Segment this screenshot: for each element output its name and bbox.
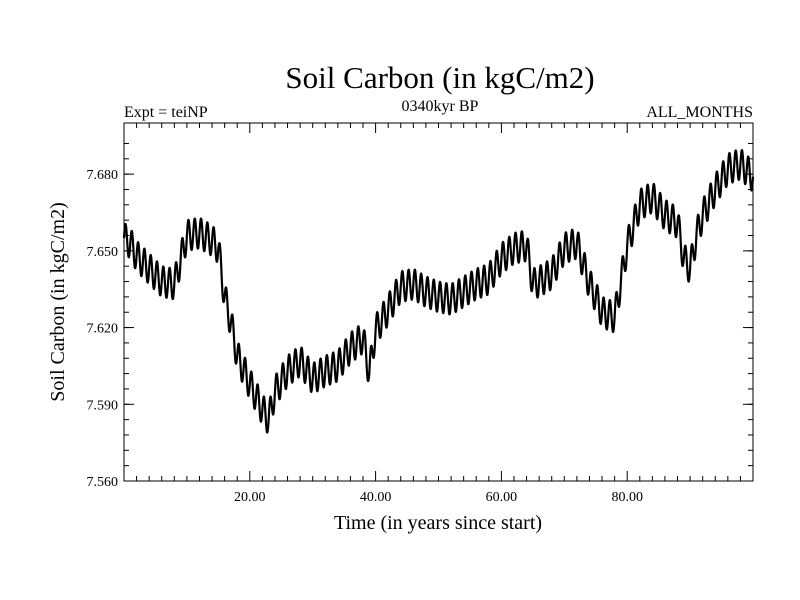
y-tick-label: 7.590 xyxy=(87,398,119,413)
x-tick-label: 20.00 xyxy=(234,490,266,505)
x-tick-label: 60.00 xyxy=(486,490,518,505)
months-label: ALL_MONTHS xyxy=(646,104,753,121)
experiment-label: Expt = teiNP xyxy=(124,104,208,121)
y-tick-label: 7.620 xyxy=(87,322,119,337)
chart-title: Soil Carbon (in kgC/m2) xyxy=(285,60,594,95)
series-line-soil-carbon xyxy=(122,149,755,434)
x-major-ticks: 20.00 40.00 60.00 80.00 xyxy=(234,123,643,505)
y-tick-label: 7.560 xyxy=(87,475,119,490)
y-major-ticks: 7.560 7.590 7.620 7.650 7.680 xyxy=(87,168,753,490)
y-tick-label: 7.650 xyxy=(87,245,119,260)
y-tick-label: 7.680 xyxy=(87,168,119,183)
x-minor-ticks xyxy=(136,123,741,481)
x-axis-title: Time (in years since start) xyxy=(334,512,542,534)
y-axis-title: Soil Carbon (in kgC/m2) xyxy=(47,202,69,401)
chart-subtitle: 0340kyr BP xyxy=(402,98,479,115)
x-tick-label: 40.00 xyxy=(360,490,392,505)
x-tick-label: 80.00 xyxy=(611,490,643,505)
